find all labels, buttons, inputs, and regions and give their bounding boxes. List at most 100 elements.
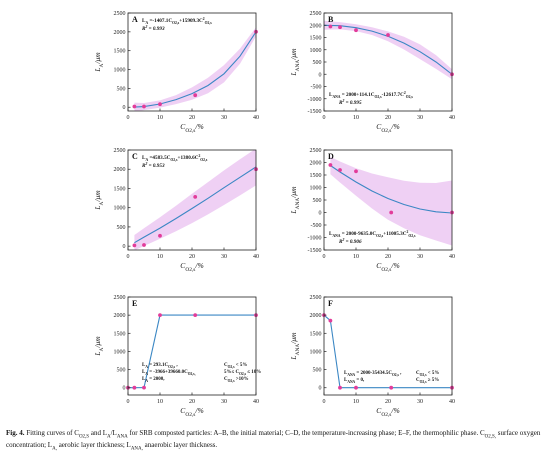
y-tick-label: 500	[117, 368, 126, 374]
y-tick-label: 2500	[310, 11, 322, 17]
x-tick-label: 0	[127, 115, 130, 121]
r-squared: R2 = 0.953	[142, 162, 165, 169]
x-tick-label: 20	[385, 115, 391, 121]
x-tick-label: 20	[385, 254, 391, 260]
caption-text: Fitting curves of CO2,S and LA/LANA for …	[6, 429, 541, 452]
y-tick-label: 0	[319, 72, 322, 78]
data-point	[193, 195, 198, 199]
y-tick-label: 0	[123, 244, 126, 250]
x-tick-label: 0	[323, 399, 326, 405]
y-tick-label: 1000	[114, 349, 126, 355]
chart-panel-c: 0 10 20 30 40 0 500 1000 1500 2000 2500 CO2,s/% LA/μ…	[93, 148, 259, 273]
piecewise-condition: CO2,s >10%	[224, 377, 249, 383]
x-tick-label: 40	[449, 399, 455, 405]
x-tick-label: 0	[127, 399, 130, 405]
x-tick-label: 40	[449, 115, 455, 121]
panel-letter: F	[328, 299, 333, 308]
x-tick-label: 0	[323, 115, 326, 121]
confidence-band	[134, 27, 256, 111]
confidence-band	[330, 156, 452, 246]
x-tick-label: 20	[385, 399, 391, 405]
x-axis-label: CO2,s/%	[376, 261, 399, 273]
x-axis-label: CO2,s/%	[180, 261, 203, 273]
panel-letter: E	[132, 299, 137, 308]
piecewise-equation: LA = -3966+39660.0CO2,s,	[142, 370, 196, 376]
data-point	[193, 313, 198, 317]
chart-panel-f: 0 10 20 30 40 0 500 1000 1500 2000 2500 CO2,s/% LANA…	[289, 295, 455, 418]
x-tick-label: 0	[127, 254, 130, 260]
y-tick-label: 1000	[310, 48, 322, 54]
x-axis-label: CO2,s/%	[376, 122, 399, 134]
y-tick-label: -1000	[308, 97, 322, 103]
figure-canvas: 0 10 20 30 4005001000150020002500CO2,s/%LA/μ…	[93, 11, 455, 418]
y-tick-label: 0	[319, 386, 322, 392]
panel-letter: A	[132, 15, 138, 24]
x-axis-label: CO2,s/%	[180, 406, 203, 418]
x-tick-label: 30	[221, 115, 227, 121]
fit-equation: LA =4583.5CO2,s+1380.6C2O2,s	[142, 154, 208, 162]
y-tick-label: 1000	[114, 206, 126, 212]
y-tick-label: 1500	[114, 331, 126, 337]
y-tick-label: -500	[311, 85, 322, 91]
x-tick-label: 10	[157, 115, 163, 121]
y-axis-label: LA/μm	[93, 190, 105, 211]
y-tick-label: 1000	[310, 186, 322, 192]
data-point	[142, 104, 146, 109]
data-point	[386, 33, 390, 37]
data-point	[354, 169, 358, 174]
x-tick-label: 0	[323, 254, 326, 260]
data-point	[142, 385, 146, 390]
piecewise-equation: LA = 293.1CO2,s ,	[142, 363, 178, 369]
y-tick-label: 1500	[310, 173, 322, 179]
y-axis-label: LANA/μm	[289, 48, 301, 77]
data-point	[193, 93, 198, 98]
r-squared: R2 = 0.993	[142, 25, 165, 32]
data-point	[354, 385, 358, 390]
data-point	[328, 24, 333, 29]
piecewise-equation: LANA = 2000-35434.5CO2,s ,	[344, 371, 402, 377]
data-point	[132, 243, 137, 248]
data-point	[142, 243, 146, 247]
data-point	[338, 385, 342, 390]
x-tick-label: 10	[353, 254, 359, 260]
y-tick-label: 0	[319, 211, 322, 217]
y-tick-label: 0	[123, 386, 126, 392]
x-tick-label: 10	[353, 115, 359, 121]
y-tick-label: 2500	[114, 295, 126, 301]
figure-caption: Fig. 4. Fitting curves of CO2,S and LA/L…	[6, 429, 548, 454]
chart-panel-e: 0 10 20 30 40 0 500 1000 1500 2000 2500 CO2,s/% LA/μ…	[93, 295, 261, 418]
data-point	[389, 385, 394, 390]
y-axis-label: LANA/μm	[289, 332, 301, 361]
y-tick-label: 2000	[310, 23, 322, 29]
fit-curve	[134, 31, 256, 108]
x-tick-label: 40	[253, 254, 259, 260]
y-tick-label: 1500	[114, 186, 126, 192]
x-tick-label: 20	[189, 115, 195, 121]
y-tick-label: 500	[117, 225, 126, 231]
data-point	[328, 318, 333, 323]
panel-letter: D	[328, 152, 334, 161]
x-axis-label: CO2,s/%	[180, 122, 203, 134]
y-tick-label: 1500	[310, 331, 322, 337]
x-tick-label: 40	[449, 254, 455, 260]
fit-equation: LANA = 2000+114.1CO2,s-12617.7C2O2,s	[329, 91, 413, 99]
series-line	[324, 314, 452, 389]
y-tick-label: 2000	[114, 313, 126, 319]
y-tick-label: 2000	[114, 167, 126, 173]
y-axis-label: LANA/μm	[289, 186, 301, 215]
y-tick-label: -1500	[308, 109, 322, 115]
y-tick-label: -1500	[308, 248, 322, 254]
piecewise-condition: CO2,s < 5%	[224, 363, 247, 369]
r-squared: R2 = 0.906	[339, 238, 362, 245]
fit-equation: LANA = 2000-9635.0CO2,s+11005.3C2O2,s	[329, 230, 416, 238]
x-tick-label: 10	[157, 399, 163, 405]
y-tick-label: 0	[123, 105, 126, 111]
piecewise-condition: CO2,s ≥ 5%	[416, 377, 439, 384]
r-squared: R2 = 0.995	[339, 99, 362, 106]
data-point	[158, 102, 162, 107]
data-point	[389, 210, 394, 215]
y-tick-label: 2500	[310, 148, 322, 154]
x-tick-label: 20	[189, 399, 195, 405]
y-tick-label: 1500	[310, 36, 322, 42]
x-tick-label: 10	[157, 254, 163, 260]
